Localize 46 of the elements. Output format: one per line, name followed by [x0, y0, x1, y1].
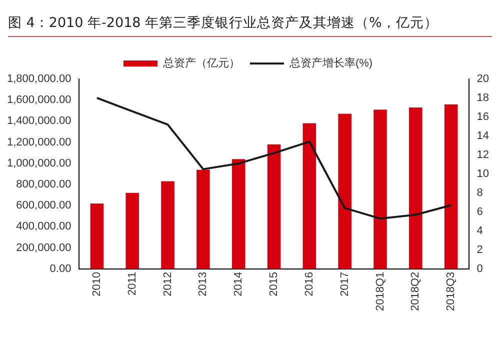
bar — [444, 104, 458, 269]
y-tick-label: 600,000.00 — [16, 200, 72, 212]
y-tick-label: 1,600,000.00 — [6, 94, 72, 106]
y2-tick-label: 6 — [476, 206, 483, 218]
bar — [302, 123, 316, 269]
y-tick-label: 800,000.00 — [16, 178, 72, 191]
y2-tick-label: 4 — [476, 224, 483, 237]
x-tick-label: 2011 — [126, 272, 138, 296]
x-tick-label: 2015 — [268, 272, 280, 296]
x-tick-label: 2013 — [197, 272, 210, 296]
y2-tick-label: 0 — [476, 262, 483, 275]
bar — [338, 114, 352, 269]
x-tick-label: 2014 — [232, 272, 245, 296]
y2-tick-label: 8 — [476, 186, 483, 199]
x-tick-label: 2018Q2 — [410, 272, 422, 312]
y-tick-label: 0.00 — [50, 262, 72, 275]
x-tick-label: 2010 — [90, 272, 103, 296]
bar — [374, 110, 387, 269]
y2-tick-label: 2 — [476, 244, 483, 256]
y-tick-label: 1,800,000.00 — [6, 73, 72, 86]
legend-label: 总资产增长率(%) — [288, 56, 373, 70]
bar — [232, 159, 246, 269]
y-tick-label: 400,000.00 — [16, 220, 72, 233]
chart-title: 图 4：2010 年-2018 年第三季度银行业总资产及其增速（%，亿元） — [8, 14, 492, 37]
y-tick-label: 1,200,000.00 — [6, 136, 72, 148]
y2-tick-label: 12 — [476, 148, 490, 161]
bar — [267, 144, 281, 269]
y2-tick-label: 14 — [476, 130, 490, 142]
bar — [196, 170, 210, 269]
y2-tick-label: 20 — [476, 73, 490, 86]
bar — [90, 203, 104, 269]
legend-label: 总资产（亿元） — [162, 56, 240, 70]
x-tick-label: 2017 — [338, 272, 351, 296]
y-tick-label: 1,000,000.00 — [6, 157, 72, 170]
y-tick-label: 200,000.00 — [16, 242, 72, 254]
x-tick-label: 2016 — [303, 272, 316, 296]
x-tick-label: 2018Q3 — [445, 272, 458, 312]
bar — [161, 181, 174, 269]
bar — [126, 192, 139, 269]
bar — [409, 107, 422, 269]
x-tick-label: 2012 — [162, 272, 174, 296]
y2-tick-label: 10 — [476, 168, 490, 180]
y-tick-label: 1,400,000.00 — [6, 115, 72, 128]
y2-tick-label: 18 — [476, 92, 490, 104]
x-tick-label: 2018Q1 — [374, 272, 386, 312]
y2-tick-label: 16 — [476, 111, 490, 123]
